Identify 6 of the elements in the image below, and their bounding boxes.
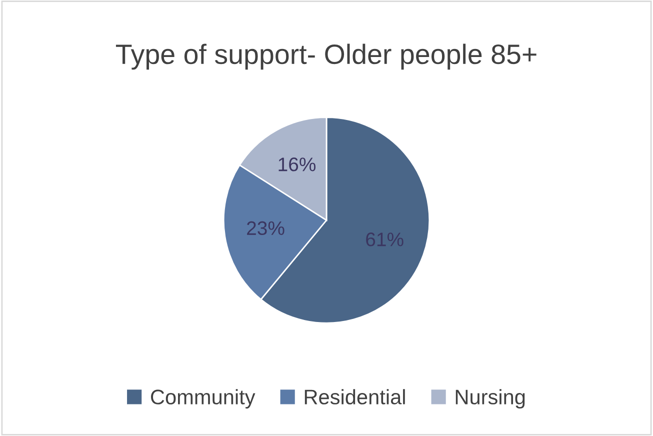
legend-label: Residential bbox=[304, 389, 405, 404]
chart-title: Type of support- Older people 85+ bbox=[116, 44, 536, 70]
data-label: 23% bbox=[247, 221, 284, 236]
data-label: 16% bbox=[278, 158, 316, 172]
legend-label: Nursing bbox=[456, 389, 525, 409]
legend-label: Community bbox=[151, 389, 256, 409]
